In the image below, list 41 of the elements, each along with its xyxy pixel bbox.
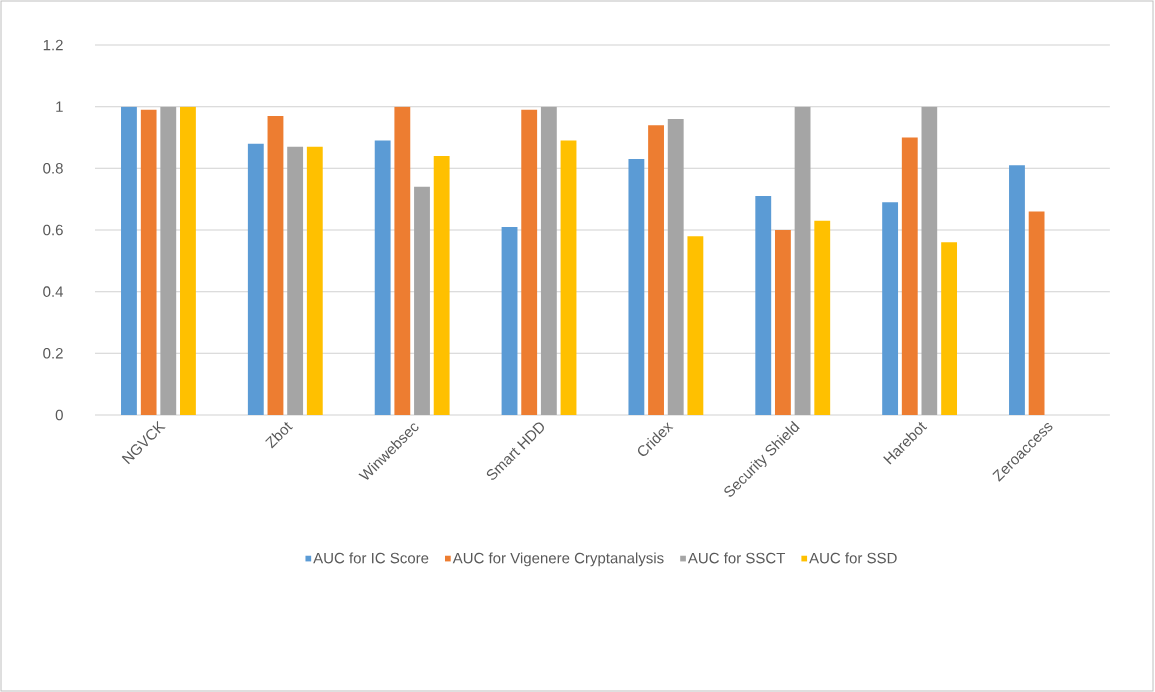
y-tick-label: 0.2 bbox=[43, 348, 63, 359]
y-tick-label: 0.8 bbox=[43, 163, 63, 174]
bar bbox=[687, 236, 704, 415]
bar bbox=[160, 106, 177, 415]
bar bbox=[394, 106, 411, 415]
bar bbox=[374, 140, 391, 415]
bar bbox=[774, 229, 791, 415]
bar bbox=[121, 106, 137, 415]
y-tick-label: 0.4 bbox=[43, 286, 64, 297]
bar bbox=[287, 146, 304, 415]
bar bbox=[901, 137, 918, 415]
bar bbox=[1009, 165, 1025, 415]
bar bbox=[247, 143, 264, 415]
y-tick-label: 1.2 bbox=[43, 39, 63, 51]
bar bbox=[433, 155, 450, 415]
y-tick-label: 0.6 bbox=[43, 224, 63, 236]
legend-label: AUC for SSCT bbox=[687, 552, 786, 564]
bar bbox=[306, 146, 323, 415]
bar bbox=[540, 106, 557, 415]
bar bbox=[180, 106, 196, 415]
y-tick-label: 0 bbox=[55, 409, 63, 421]
bar bbox=[1028, 211, 1045, 415]
bar bbox=[648, 125, 664, 415]
bar bbox=[755, 196, 772, 415]
legend-label: AUC for Vigenere Cryptanalysis bbox=[452, 552, 664, 567]
bar bbox=[414, 186, 430, 415]
bar bbox=[667, 118, 684, 415]
bar bbox=[140, 109, 157, 415]
bar bbox=[882, 202, 899, 415]
legend-label: AUC for SSD bbox=[809, 552, 897, 564]
bar bbox=[941, 242, 958, 415]
bar bbox=[501, 226, 518, 415]
bar bbox=[814, 220, 831, 415]
bar bbox=[560, 140, 577, 415]
bar bbox=[521, 109, 538, 415]
bar bbox=[267, 115, 284, 415]
y-tick-label: 1 bbox=[56, 101, 63, 112]
legend-label: AUC for IC Score bbox=[313, 552, 429, 564]
bar bbox=[628, 159, 645, 415]
bar bbox=[794, 106, 811, 415]
bar bbox=[921, 106, 938, 415]
